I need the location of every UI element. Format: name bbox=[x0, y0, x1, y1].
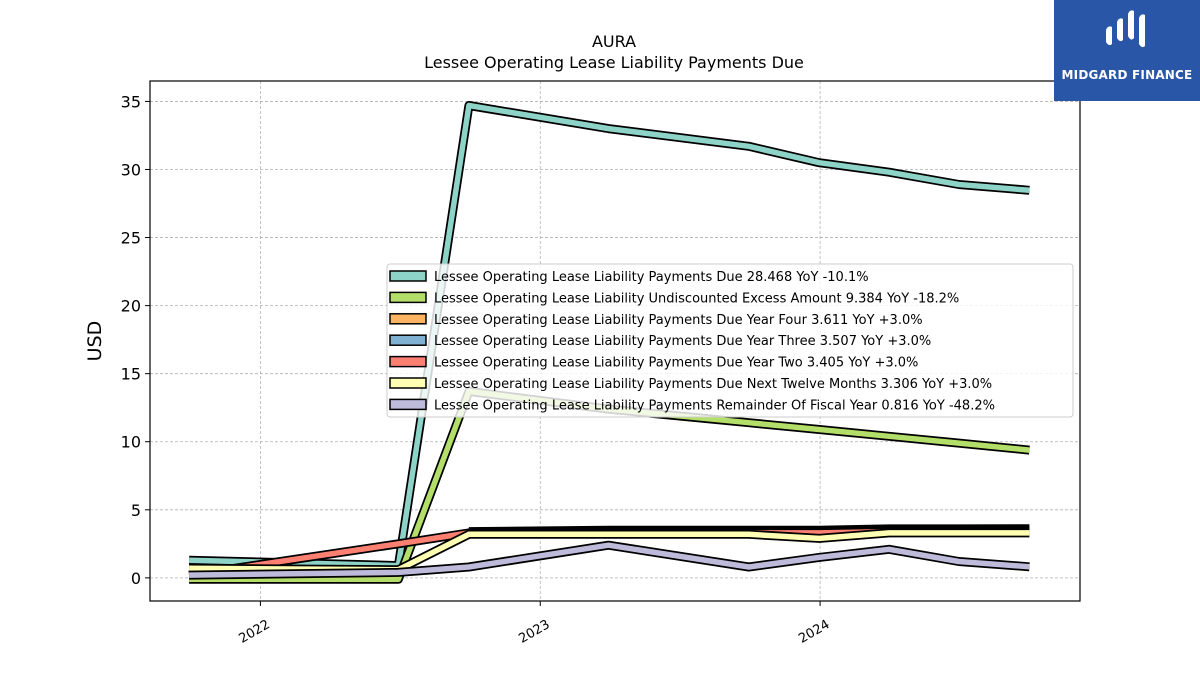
legend-swatch bbox=[389, 398, 427, 411]
legend-swatch bbox=[389, 377, 427, 389]
legend-entry: Lessee Operating Lease Liability Undisco… bbox=[434, 291, 959, 306]
series-6 bbox=[189, 528, 1030, 575]
legend-entry: Lessee Operating Lease Liability Payment… bbox=[434, 334, 931, 349]
logo-mark-icon bbox=[1106, 10, 1145, 48]
y-tick-label: 0 bbox=[131, 569, 141, 588]
x-tick-label: 2023 bbox=[516, 617, 552, 647]
legend-swatch bbox=[389, 291, 427, 304]
series-2 bbox=[189, 386, 1030, 584]
legend-entry: Lessee Operating Lease Liability Payment… bbox=[434, 356, 918, 371]
x-tick-label: 2022 bbox=[237, 617, 273, 647]
series-line bbox=[189, 542, 1030, 578]
series-7 bbox=[189, 540, 1030, 580]
y-tick-label: 30 bbox=[121, 160, 141, 179]
y-tick-label: 15 bbox=[121, 365, 141, 384]
legend-entry: Lessee Operating Lease Liability Payment… bbox=[434, 377, 992, 392]
series-line bbox=[189, 388, 1030, 582]
y-tick-label: 20 bbox=[121, 297, 141, 316]
legend-swatch bbox=[389, 334, 427, 346]
brand-logo: MIDGARD FINANCE bbox=[1054, 0, 1200, 101]
legend-box bbox=[386, 263, 1074, 418]
x-tick-label: 2024 bbox=[796, 617, 832, 647]
chart-subtitle: Lessee Operating Lease Liability Payment… bbox=[424, 53, 804, 72]
y-tick-label: 25 bbox=[121, 229, 141, 248]
legend-entry: Lessee Operating Lease Liability Payment… bbox=[434, 398, 995, 413]
y-tick-label: 35 bbox=[121, 92, 141, 111]
legend-entry: Lessee Operating Lease Liability Payment… bbox=[434, 313, 923, 328]
logo-text: MIDGARD FINANCE bbox=[1061, 68, 1193, 82]
legend-swatch bbox=[389, 355, 427, 368]
y-tick-label: 10 bbox=[121, 433, 141, 452]
y-axis-label: USD bbox=[84, 321, 106, 362]
series-line bbox=[189, 530, 1030, 573]
legend-entry: Lessee Operating Lease Liability Payment… bbox=[434, 270, 869, 285]
legend-swatch bbox=[389, 313, 427, 325]
y-tick-label: 5 bbox=[131, 501, 141, 520]
chart-title: AURA bbox=[592, 32, 636, 51]
plot-frame bbox=[149, 80, 1081, 602]
legend: Lessee Operating Lease Liability Payment… bbox=[386, 263, 1074, 418]
legend-swatch bbox=[389, 270, 427, 282]
